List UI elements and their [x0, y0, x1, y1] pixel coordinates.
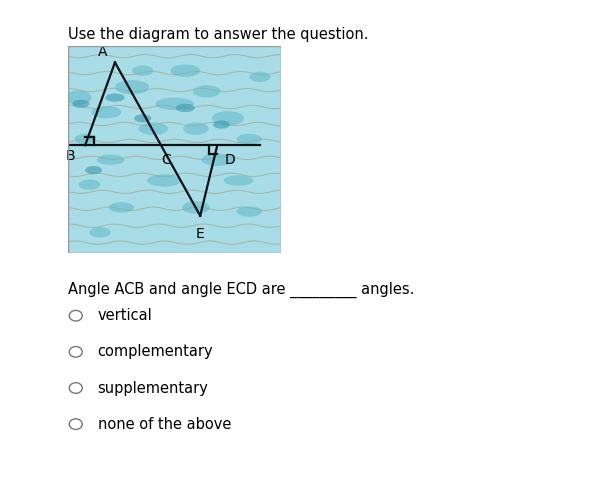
- Text: D: D: [225, 153, 236, 167]
- Ellipse shape: [72, 100, 89, 108]
- Ellipse shape: [97, 155, 124, 165]
- Text: Use the diagram to answer the question.: Use the diagram to answer the question.: [68, 27, 369, 41]
- Ellipse shape: [170, 65, 200, 77]
- Ellipse shape: [182, 201, 210, 214]
- Ellipse shape: [213, 120, 230, 129]
- Text: Angle ACB and angle ECD are _________ angles.: Angle ACB and angle ECD are _________ an…: [68, 282, 414, 298]
- Ellipse shape: [201, 154, 233, 166]
- Ellipse shape: [176, 104, 195, 112]
- Ellipse shape: [249, 72, 271, 82]
- Ellipse shape: [212, 111, 244, 126]
- Ellipse shape: [89, 227, 111, 238]
- Ellipse shape: [224, 175, 253, 186]
- Ellipse shape: [85, 166, 102, 174]
- Ellipse shape: [105, 94, 124, 102]
- Ellipse shape: [147, 174, 181, 187]
- Ellipse shape: [236, 206, 262, 217]
- Ellipse shape: [92, 106, 121, 119]
- Ellipse shape: [132, 66, 153, 76]
- Text: vertical: vertical: [98, 308, 152, 323]
- Ellipse shape: [108, 202, 134, 213]
- Text: A: A: [98, 45, 107, 59]
- Ellipse shape: [156, 97, 194, 110]
- Ellipse shape: [79, 179, 100, 190]
- Ellipse shape: [236, 134, 262, 144]
- Text: B: B: [65, 148, 75, 162]
- Ellipse shape: [66, 90, 92, 105]
- Text: complementary: complementary: [98, 344, 213, 360]
- Text: none of the above: none of the above: [98, 416, 231, 432]
- Text: supplementary: supplementary: [98, 380, 208, 396]
- Text: E: E: [196, 228, 205, 241]
- Text: C: C: [161, 153, 171, 167]
- Ellipse shape: [139, 122, 168, 135]
- Ellipse shape: [115, 80, 149, 94]
- Ellipse shape: [134, 114, 151, 122]
- Ellipse shape: [193, 85, 220, 97]
- Ellipse shape: [75, 134, 96, 144]
- Ellipse shape: [183, 122, 209, 135]
